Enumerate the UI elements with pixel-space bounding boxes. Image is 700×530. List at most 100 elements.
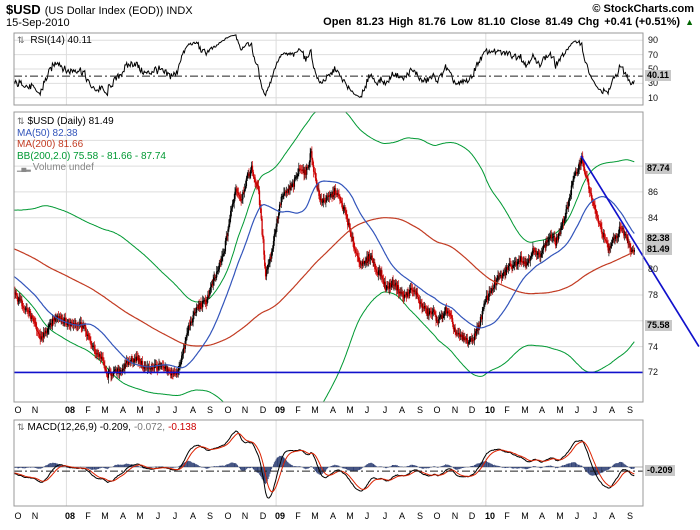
y-axis-tick: 84 [648,213,659,223]
x-axis-label: A [189,405,196,415]
x-axis-label: J [172,511,178,521]
x-axis-label: M [521,405,529,415]
x-axis-label: F [504,405,510,415]
x-axis-label: A [608,405,615,415]
high-value: 81.76 [418,16,446,28]
legend-item: ⇅ $USD (Daily) 81.49 [17,116,114,127]
x-axis-label: A [538,405,545,415]
chg-value: +0.41 (+0.51%) [604,16,681,28]
x-axis-label: S [206,511,213,521]
x-axis-label: J [574,405,580,415]
symbol: $USD [6,2,41,17]
macd-value-box: -0.209 [645,465,675,476]
x-axis-label: N [31,405,39,415]
x-axis-label: J [172,405,178,415]
x-axis-label: A [608,511,615,521]
x-axis-label: J [155,405,161,415]
rsi-axis-tick: 10 [648,93,659,103]
x-axis-label: J [364,405,370,415]
open-value: 81.23 [356,16,384,28]
x-axis-label: A [329,511,336,521]
x-axis-label: F [295,405,301,415]
x-axis-label: S [416,405,423,415]
macd-label-part: MACD(12,26,9) -0.209, [27,422,131,433]
x-axis-label: N [31,511,39,521]
ohlc-row: Open 81.23 High 81.76 Low 81.10 Close 81… [318,16,694,28]
legend-text: $USD (Daily) 81.49 [27,116,114,127]
chg-up-arrow-icon: ▲ [685,17,694,27]
x-axis-label: J [382,511,388,521]
y-axis-tick: 74 [648,342,659,352]
legend-item: MA(200) 81.66 [17,139,83,150]
x-axis-label: M [346,405,354,415]
high-label: High [388,16,414,28]
x-axis-label: M [101,511,109,521]
x-axis-label: M [311,511,319,521]
low-label: Low [450,16,473,28]
x-axis-label: O [224,405,232,415]
x-axis-label: D [259,405,267,415]
x-axis-label: F [295,511,301,521]
rsi-label-row: ⇅ RSI(14) 40.11 [17,35,92,46]
y-axis-value-box: 87.74 [645,163,672,174]
y-axis-tick: 80 [648,264,659,274]
copyright: © StockCharts.com [592,3,694,15]
macd-label-part: -0.138 [168,422,197,433]
x-axis-label: N [451,405,459,415]
rsi-axis-tick: 30 [648,78,659,88]
y-axis-tick: 78 [648,290,659,300]
panel-toggle-icon[interactable]: ⇅ [17,116,25,126]
x-axis-label: A [119,511,126,521]
x-axis-label: M [136,405,144,415]
y-axis-tick: 86 [648,187,659,197]
macd-label-row: ⇅ MACD(12,26,9) -0.209, -0.072, -0.138 [17,422,199,433]
y-axis-value-box: 75.58 [645,320,672,331]
legend-item: BB(200,2.0) 75.58 - 81.66 - 87.74 [17,151,166,162]
x-axis-label: F [85,405,91,415]
legend-text: Volume undef [32,162,94,173]
x-axis-label: M [101,405,109,415]
x-axis-label: F [85,511,91,521]
x-axis-label: F [504,511,510,521]
x-axis-label: M [556,511,564,521]
x-axis-label: O [433,405,441,415]
x-axis-label: N [451,511,459,521]
close-value: 81.49 [545,16,573,28]
x-axis-label: S [206,405,213,415]
x-axis-label: J [574,511,580,521]
close-label: Close [510,16,541,28]
low-value: 81.10 [477,16,506,28]
rsi-label: RSI(14) 40.11 [30,35,92,46]
x-axis-label: D [468,405,476,415]
x-axis-label: J [364,511,370,521]
legend-text: MA(50) 82.38 [17,127,78,139]
x-axis-label: A [398,511,405,521]
panel-toggle-icon[interactable]: ⇅ [17,35,25,45]
x-axis-label: 08 [64,511,75,521]
legend-item: ▁▄▂ Volume undef [17,162,94,174]
x-axis-label: M [346,511,354,521]
legend-text: MA(200) 81.66 [17,139,84,150]
x-axis-label: D [259,511,267,521]
open-label: Open [323,16,352,28]
x-axis-label: 10 [484,511,495,521]
x-axis-label: J [592,405,598,415]
x-axis-label: N [241,511,249,521]
x-axis-label: A [538,511,545,521]
x-axis-label: 09 [274,405,285,415]
x-axis-label: 08 [64,405,75,415]
x-axis-label: O [433,511,441,521]
x-axis-label: N [241,405,249,415]
rsi-axis-tick: 50 [648,64,659,74]
panel-toggle-icon[interactable]: ⇅ [17,422,25,432]
x-axis-label: S [626,511,633,521]
chg-label: Chg [577,16,600,28]
x-axis-label: A [189,511,196,521]
quote-date: 15-Sep-2010 [6,17,70,29]
x-axis-label: 10 [484,405,495,415]
x-axis-label: A [119,405,126,415]
x-axis-label: M [521,511,529,521]
rsi-axis-tick: 90 [648,35,659,45]
